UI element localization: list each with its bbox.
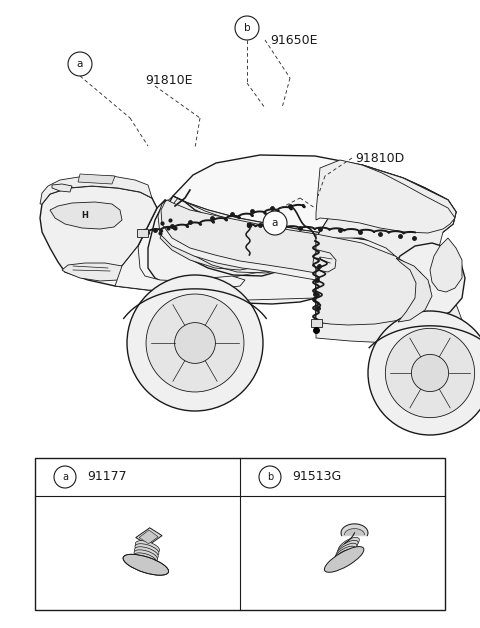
Ellipse shape xyxy=(135,541,159,553)
Polygon shape xyxy=(316,238,462,343)
Circle shape xyxy=(175,323,216,364)
FancyBboxPatch shape xyxy=(35,458,445,610)
Polygon shape xyxy=(136,528,162,545)
Polygon shape xyxy=(173,155,456,243)
Polygon shape xyxy=(341,524,368,536)
Ellipse shape xyxy=(133,556,156,568)
Polygon shape xyxy=(313,250,336,272)
Ellipse shape xyxy=(134,550,157,562)
Circle shape xyxy=(368,311,480,435)
Ellipse shape xyxy=(336,543,357,558)
Polygon shape xyxy=(430,238,462,292)
Polygon shape xyxy=(164,196,316,276)
Polygon shape xyxy=(148,200,316,304)
Polygon shape xyxy=(40,176,152,204)
Polygon shape xyxy=(78,174,115,184)
Ellipse shape xyxy=(135,544,159,556)
Ellipse shape xyxy=(338,538,360,552)
Circle shape xyxy=(259,466,281,488)
Polygon shape xyxy=(162,196,424,258)
Circle shape xyxy=(411,354,449,392)
Text: a: a xyxy=(272,218,278,228)
Text: a: a xyxy=(62,472,68,482)
Polygon shape xyxy=(396,258,432,322)
Polygon shape xyxy=(316,238,455,330)
Polygon shape xyxy=(345,529,365,535)
Polygon shape xyxy=(115,246,245,291)
Ellipse shape xyxy=(334,549,354,563)
Polygon shape xyxy=(158,200,316,280)
Text: b: b xyxy=(244,23,250,33)
Circle shape xyxy=(263,211,287,235)
Ellipse shape xyxy=(337,540,358,555)
Ellipse shape xyxy=(134,547,158,559)
Text: 91810D: 91810D xyxy=(355,151,404,165)
Text: 91513G: 91513G xyxy=(292,470,341,484)
Polygon shape xyxy=(316,165,456,243)
Circle shape xyxy=(127,275,263,411)
Polygon shape xyxy=(139,530,158,544)
Text: H: H xyxy=(82,210,88,220)
Polygon shape xyxy=(390,243,465,320)
Polygon shape xyxy=(160,228,262,270)
Circle shape xyxy=(235,16,259,40)
Polygon shape xyxy=(50,202,122,229)
FancyBboxPatch shape xyxy=(136,229,147,237)
Polygon shape xyxy=(316,234,430,325)
Ellipse shape xyxy=(335,546,356,561)
Text: a: a xyxy=(77,59,83,69)
Ellipse shape xyxy=(123,555,168,575)
Polygon shape xyxy=(161,200,316,273)
Circle shape xyxy=(385,328,475,418)
FancyBboxPatch shape xyxy=(311,319,322,327)
Polygon shape xyxy=(316,165,465,360)
Polygon shape xyxy=(65,200,316,291)
Ellipse shape xyxy=(332,552,353,566)
Circle shape xyxy=(54,466,76,488)
Polygon shape xyxy=(316,160,455,233)
Ellipse shape xyxy=(133,553,157,565)
Polygon shape xyxy=(52,184,72,192)
Ellipse shape xyxy=(324,546,364,572)
Circle shape xyxy=(146,294,244,392)
Text: 91177: 91177 xyxy=(87,470,127,484)
Text: b: b xyxy=(267,472,273,482)
Polygon shape xyxy=(62,263,125,281)
Circle shape xyxy=(68,52,92,76)
Polygon shape xyxy=(40,186,157,278)
Ellipse shape xyxy=(132,559,156,571)
Text: 91650E: 91650E xyxy=(270,33,317,46)
Text: 91810E: 91810E xyxy=(145,73,192,87)
